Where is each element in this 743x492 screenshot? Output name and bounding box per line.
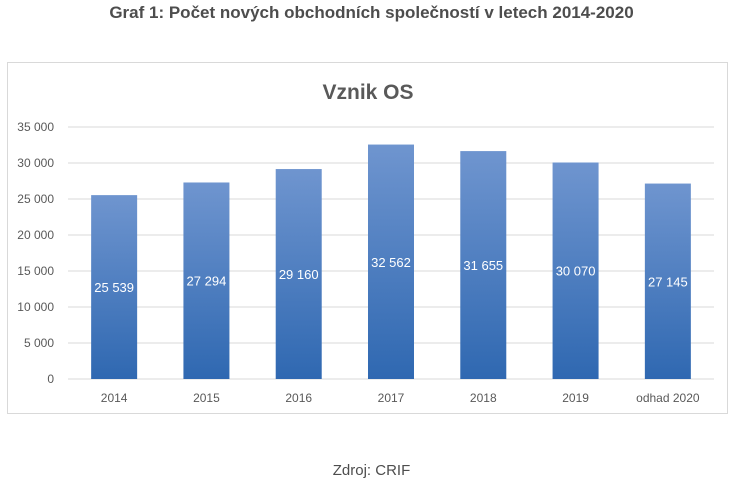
bar-value-label: 30 070 xyxy=(556,264,596,279)
bar-value-label: 27 145 xyxy=(648,274,688,289)
x-tick-label: 2018 xyxy=(470,391,497,405)
source-note: Zdroj: CRIF xyxy=(332,462,411,479)
x-tick-label: odhad 2020 xyxy=(636,391,700,405)
y-axis-ticks: 0 5 000 10 000 15 000 20 000 25 000 30 000 35 0… xyxy=(17,120,54,386)
bar-value-label: 32 562 xyxy=(371,255,411,270)
chart-title: Vznik OS xyxy=(322,81,413,104)
figure-heading: Graf 1: Počet nových obchodních společno… xyxy=(109,3,634,22)
bar xyxy=(368,144,414,379)
y-tick-label: 5 000 xyxy=(24,336,54,350)
bar-value-label: 29 160 xyxy=(279,267,319,282)
x-axis-ticks: 2014 2015 2016 2017 2018 2019 odhad 2020 xyxy=(101,391,700,405)
y-tick-label: 20 000 xyxy=(17,228,54,242)
y-tick-label: 15 000 xyxy=(17,264,54,278)
y-tick-label: 10 000 xyxy=(17,300,54,314)
y-tick-label: 25 000 xyxy=(17,192,54,206)
bar xyxy=(460,151,507,379)
bar-value-label: 25 539 xyxy=(94,280,134,295)
y-tick-label: 35 000 xyxy=(17,120,54,134)
x-tick-label: 2015 xyxy=(193,391,220,405)
bars: 25 539 27 294 29 160 32 562 31 655 30 070 27 1… xyxy=(91,144,691,379)
bar xyxy=(644,183,691,379)
x-tick-label: 2017 xyxy=(378,391,405,405)
bar xyxy=(275,169,322,379)
bar-value-label: 27 294 xyxy=(187,274,227,289)
bar-chart: Vznik OS 0 5 000 10 000 15 000 20 000 25 000 3… xyxy=(17,81,714,405)
y-tick-label: 0 xyxy=(47,372,54,386)
x-tick-label: 2016 xyxy=(285,391,312,405)
x-tick-label: 2014 xyxy=(101,391,128,405)
bar xyxy=(183,182,230,379)
bar xyxy=(552,162,599,379)
y-tick-label: 30 000 xyxy=(17,156,54,170)
bar-value-label: 31 655 xyxy=(463,258,503,273)
x-tick-label: 2019 xyxy=(562,391,589,405)
chart-frame: Vznik OS 0 5 000 10 000 15 000 20 000 25 000 3… xyxy=(7,62,728,414)
bar xyxy=(91,195,138,379)
